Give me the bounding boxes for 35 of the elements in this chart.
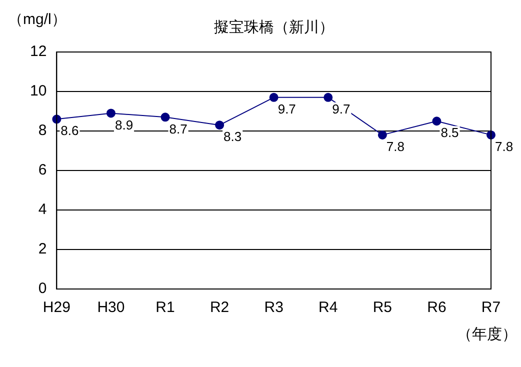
x-tick-label: R4: [318, 299, 338, 316]
x-tick-label: R1: [156, 299, 175, 316]
y-tick-label: 12: [30, 43, 47, 60]
data-label: 8.7: [169, 121, 188, 136]
x-tick-label: R6: [427, 299, 446, 316]
data-label: 8.3: [224, 129, 242, 144]
x-tick-label: R2: [210, 299, 230, 316]
data-label: 7.8: [495, 139, 514, 154]
point: [106, 108, 116, 118]
x-tick-label: R3: [264, 299, 284, 316]
point: [324, 92, 333, 102]
point: [215, 120, 224, 130]
data-label: 7.8: [386, 139, 404, 154]
data-label: 9.7: [332, 102, 350, 117]
x-tick-label: R7: [481, 299, 501, 316]
point: [269, 92, 278, 102]
point: [432, 116, 442, 126]
data-label: 8.9: [114, 117, 134, 132]
point: [160, 112, 170, 122]
y-tick-label: 6: [38, 162, 47, 179]
x-tick-label: R5: [372, 299, 392, 316]
point: [378, 130, 387, 140]
y-tick-label: 8: [38, 122, 47, 140]
y-axis-title: （mg/l）: [8, 11, 66, 28]
y-tick-label: 10: [30, 82, 47, 100]
y-tick-label: 4: [38, 201, 47, 218]
y-tick-label: 2: [38, 240, 47, 258]
x-tick-label: H30: [97, 299, 125, 316]
x-tick-label: H29: [42, 299, 70, 316]
data-label: 8.5: [440, 125, 459, 140]
data-label: 9.7: [278, 102, 296, 117]
x-axis-title: （年度）: [457, 326, 517, 344]
data-label: 8.6: [60, 123, 79, 138]
chart-title: 擬宝珠橋（新川）: [214, 19, 334, 36]
y-tick-label: 0: [38, 280, 47, 298]
